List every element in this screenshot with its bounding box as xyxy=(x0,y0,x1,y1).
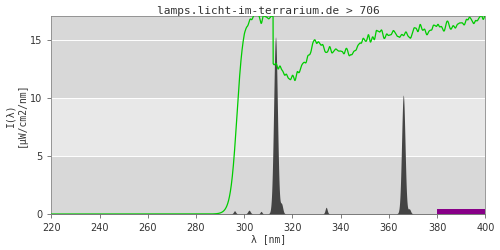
Bar xyxy=(52,98,486,156)
Title: lamps.licht-im-terrarium.de > 706: lamps.licht-im-terrarium.de > 706 xyxy=(157,6,380,16)
X-axis label: λ [nm]: λ [nm] xyxy=(250,234,286,244)
Polygon shape xyxy=(437,209,486,214)
Y-axis label: I(λ)
[μW/cm2/nm]: I(λ) [μW/cm2/nm] xyxy=(6,83,27,148)
